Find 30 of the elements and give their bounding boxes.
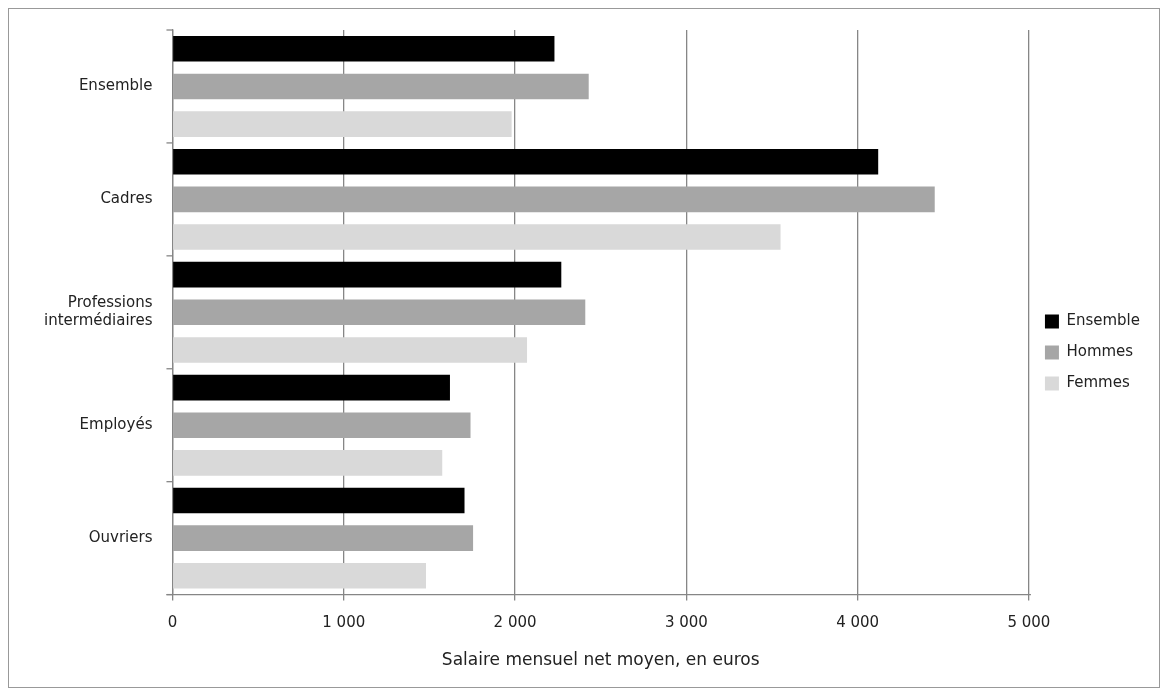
y-tick-label: Ensemble — [78, 76, 153, 95]
x-tick-label: 0 — [167, 613, 178, 632]
bar — [173, 562, 426, 589]
bar — [173, 111, 512, 137]
x-tick-label: 5 000 — [1007, 613, 1051, 632]
bar — [173, 73, 589, 100]
bar — [173, 525, 474, 551]
bar — [173, 36, 555, 62]
x-tick-label: 3 000 — [664, 613, 708, 632]
bar — [173, 224, 781, 250]
bar — [173, 148, 879, 175]
y-tick-label: Cadres — [100, 189, 153, 208]
bar — [173, 261, 562, 288]
y-tick-label: Professions intermédiaires — [43, 293, 153, 330]
legend-label: Ensemble — [1066, 311, 1141, 330]
bar — [173, 337, 528, 363]
bar — [173, 374, 450, 401]
legend-label: Femmes — [1066, 373, 1130, 392]
bar — [173, 450, 443, 476]
y-tick-label: Ouvriers — [88, 528, 153, 547]
bar — [173, 186, 935, 213]
bar — [173, 487, 465, 514]
bar — [173, 299, 586, 326]
x-axis-title: Salaire mensuel net moyen, en euros — [441, 649, 760, 670]
x-tick-label: 2 000 — [493, 613, 537, 632]
bar — [173, 412, 471, 439]
x-tick-label: 1 000 — [322, 613, 366, 632]
y-tick-label: Employés — [79, 415, 153, 434]
x-tick-label: 4 000 — [836, 613, 880, 632]
legend-label: Hommes — [1066, 342, 1134, 361]
